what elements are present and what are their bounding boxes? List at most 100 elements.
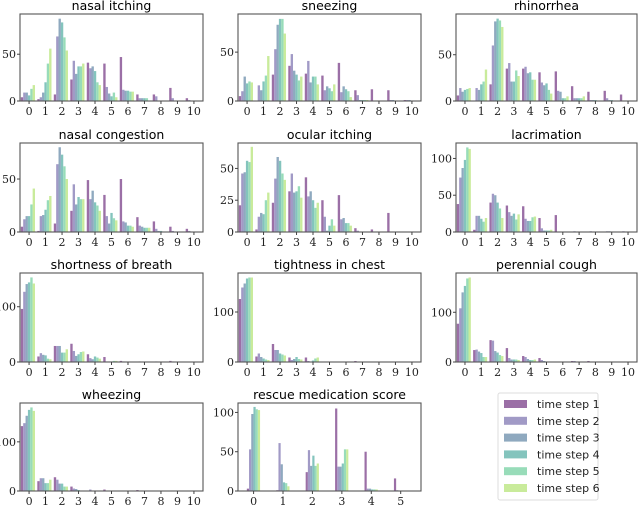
y-tick-label: 0 xyxy=(227,485,234,498)
bar-cat3-step5 xyxy=(79,352,83,362)
x-tick-label: 2 xyxy=(494,366,501,379)
bar-cat1-step1 xyxy=(37,99,40,101)
bar-cat6-step5 xyxy=(129,225,132,232)
x-tick-label: 3 xyxy=(338,495,345,505)
bar-cat4-step5 xyxy=(314,207,317,232)
bar-cat0-step3 xyxy=(25,216,28,232)
x-tick-label: 3 xyxy=(75,366,82,379)
bar-cat3-step6 xyxy=(300,76,303,101)
bar-cat0-step6 xyxy=(257,410,261,491)
bar-cat5-step1 xyxy=(103,194,106,232)
bar-cat3-step5 xyxy=(297,359,301,362)
bar-cat7-step3 xyxy=(140,98,144,101)
bar-cat2-step3 xyxy=(310,465,313,491)
bar-cat5-step6 xyxy=(115,97,118,101)
bar-cat3-step5 xyxy=(515,219,518,232)
bar-cat4-step4 xyxy=(311,76,315,101)
bar-cat2-step3 xyxy=(58,18,61,101)
bar-cat4-step3 xyxy=(91,190,94,232)
bar-cat1-step2 xyxy=(257,85,261,101)
bar-cat1-step1 xyxy=(37,356,40,362)
bar-cat2-step2 xyxy=(307,450,311,491)
bar-cat3-step3 xyxy=(75,489,78,491)
bar-cat2-step1 xyxy=(489,84,492,101)
bar-cat1-step1 xyxy=(255,356,258,362)
x-tick-label: 4 xyxy=(310,366,317,379)
axes-frame xyxy=(455,272,638,363)
bar-cat1-step6 xyxy=(49,479,52,491)
x-tick-label: 4 xyxy=(310,236,317,249)
bar-cat0-step5 xyxy=(466,147,469,232)
bar-cat0-step5 xyxy=(30,277,33,362)
bar-cat7-step1 xyxy=(354,90,357,101)
x-tick-label: 5 xyxy=(108,495,115,505)
bar-cat1-step6 xyxy=(484,69,488,101)
bar-cat2-step1 xyxy=(53,94,57,101)
bar-cat1-step6 xyxy=(287,486,290,491)
y-tick-label: 0 xyxy=(227,95,234,108)
bar-cat6-step1 xyxy=(554,215,557,232)
x-tick-label: 6 xyxy=(124,495,131,505)
bar-cat3-step1 xyxy=(505,205,509,232)
x-tick-label: 4 xyxy=(527,236,534,249)
x-tick-label: 4 xyxy=(92,105,99,118)
bar-cat3-step2 xyxy=(72,184,76,232)
bar-cat5-step1 xyxy=(103,357,106,362)
bar-cat7-step1 xyxy=(136,217,139,232)
bar-cat6-step5 xyxy=(347,91,350,101)
bar-cat0-step2 xyxy=(241,91,244,101)
bar-cat4-step6 xyxy=(533,359,537,362)
bar-cat3-step4 xyxy=(295,191,298,232)
bar-cat4-step6 xyxy=(533,216,537,232)
bar-cat4-step4 xyxy=(93,356,97,362)
bar-cat0-step4 xyxy=(463,285,467,362)
bar-cat2-step5 xyxy=(314,465,317,491)
bar-cat1-step5 xyxy=(482,221,485,232)
bar-cat10-step1 xyxy=(619,94,623,101)
bar-cat3-step4 xyxy=(295,357,298,362)
x-tick-label: 9 xyxy=(174,366,181,379)
subplot-title: nasal congestion xyxy=(59,127,165,142)
bar-cat5-step1 xyxy=(538,218,541,232)
x-tick-label: 1 xyxy=(260,366,267,379)
x-tick-label: 7 xyxy=(576,366,583,379)
x-tick-label: 7 xyxy=(141,236,148,249)
x-tick-label: 4 xyxy=(92,236,99,249)
x-tick-label: 8 xyxy=(375,366,382,379)
bar-cat3-step2 xyxy=(72,60,76,101)
bar-cat4-step1 xyxy=(364,451,367,491)
bar-cat4-step2 xyxy=(524,218,527,232)
bar-cat1-step2 xyxy=(278,443,281,491)
bar-cat7-step5 xyxy=(145,227,149,232)
x-tick-label: 5 xyxy=(108,105,115,118)
x-tick-label: 8 xyxy=(592,236,599,249)
bar-cat4-step2 xyxy=(89,358,92,362)
bar-cat2-step6 xyxy=(316,463,319,491)
bar-cat3-step6 xyxy=(82,351,85,362)
bar-cat4-step6 xyxy=(316,357,319,362)
bar-cat0-step1 xyxy=(238,205,242,232)
bar-cat5-step1 xyxy=(538,358,541,362)
bar-cat5-step4 xyxy=(545,83,548,101)
bar-cat7-step1 xyxy=(136,94,139,101)
bar-cat1-step2 xyxy=(39,353,43,362)
x-tick-label: 1 xyxy=(280,495,287,505)
bar-cat1-step6 xyxy=(484,357,488,362)
x-tick-label: 9 xyxy=(608,236,615,249)
x-tick-label: 0 xyxy=(461,236,468,249)
bar-cat8-step2 xyxy=(155,228,158,232)
bar-cat0-step2 xyxy=(23,219,26,232)
bar-cat1-step3 xyxy=(477,89,481,101)
bar-cat4-step5 xyxy=(96,357,99,362)
bar-cat1-step5 xyxy=(46,63,50,101)
axes-frame xyxy=(237,402,422,492)
bar-cat0-step2 xyxy=(23,92,26,101)
bar-cat4-step6 xyxy=(98,210,101,232)
bar-cat0-step3 xyxy=(461,168,464,232)
bar-cat3-step5 xyxy=(297,80,301,101)
bar-cat1-step3 xyxy=(260,90,263,101)
bar-cat2-step1 xyxy=(271,344,275,362)
bar-cat3-step4 xyxy=(341,463,344,491)
